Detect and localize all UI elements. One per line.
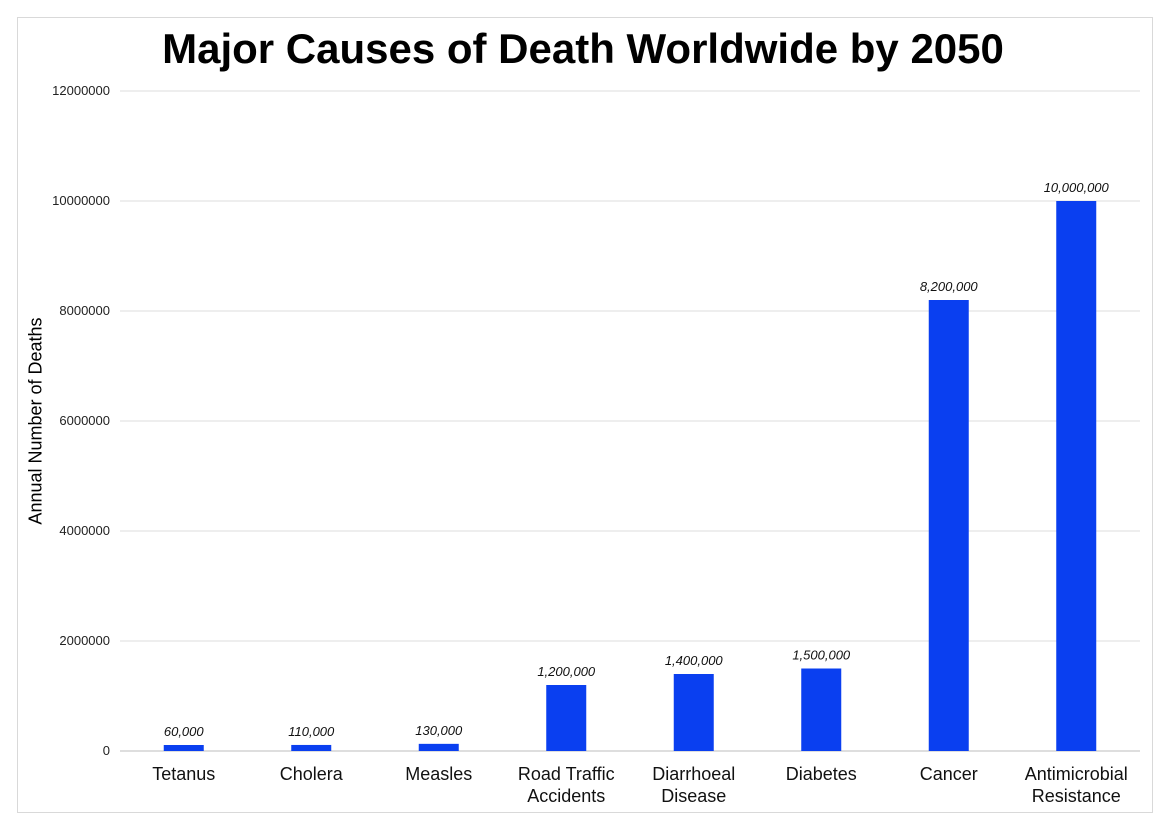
y-tick-label: 12000000 [52,83,110,98]
y-tick-label: 8000000 [59,303,110,318]
category-labels: Tetanus Cholera Measles Road TrafficAcciden… [152,764,1128,806]
y-tick-label: 10000000 [52,193,110,208]
data-label: 1,200,000 [537,664,596,679]
category-label: Antimicrobial [1025,764,1128,784]
data-label: 10,000,000 [1044,180,1110,195]
category-label: Disease [661,786,726,806]
category-label: Diabetes [786,764,857,784]
category-label: Accidents [527,786,605,806]
bar [1056,201,1097,751]
data-label: 130,000 [415,723,463,738]
bar [546,685,587,751]
y-tick-label: 0 [103,743,110,758]
bar [291,744,332,751]
data-label: 110,000 [288,724,335,739]
data-label: 60,000 [164,724,205,739]
chart-title: Major Causes of Death Worldwide by 2050 [162,25,1004,72]
category-label: Measles [405,764,472,784]
category-label: Diarrhoeal [652,764,735,784]
category-label: Road Traffic [518,764,615,784]
y-tick-label: 6000000 [59,413,110,428]
category-label: Cancer [920,764,978,784]
data-label: 1,500,000 [792,648,851,663]
data-label: 8,200,000 [920,279,979,294]
bar [673,674,714,751]
bar [163,745,204,751]
bar [928,300,969,751]
category-label: Tetanus [152,764,215,784]
category-label: Resistance [1032,786,1121,806]
gridlines [120,90,1140,752]
y-tick-label: 2000000 [59,633,110,648]
data-label: 1,400,000 [665,653,724,668]
y-tick-labels: 0 2000000 4000000 6000000 8000000 10000000 120… [52,83,110,758]
bars [163,201,1097,751]
y-tick-label: 4000000 [59,523,110,538]
category-label: Cholera [280,764,344,784]
bar [418,743,459,751]
bar [801,668,842,751]
value-labels: 60,000 110,000 130,000 1,200,000 1,400,000 1,… [164,180,1110,739]
